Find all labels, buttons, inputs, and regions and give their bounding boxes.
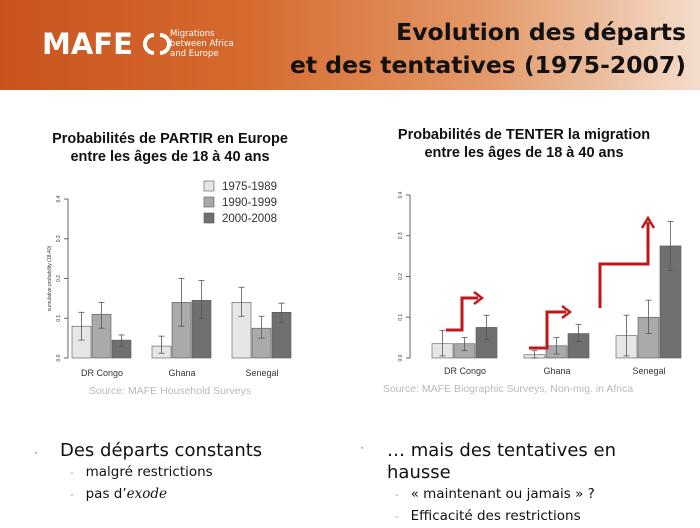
bullet-sub-italic: exode: [126, 486, 168, 502]
trend-arrow: [446, 296, 478, 332]
category-label: DR Congo: [444, 366, 486, 376]
category-label: Senegal: [632, 366, 665, 376]
logo-text: MAFE: [42, 27, 133, 61]
y-tick-label: 0.0: [56, 354, 62, 361]
logo-tagline: Migrations between Africa and Europe: [170, 29, 234, 59]
trend-arrow: [529, 310, 566, 350]
title-line-2: et des tentatives (1975-2007): [289, 51, 686, 79]
dash-glyph: -: [395, 490, 399, 501]
y-tick-label: 0.2: [56, 275, 62, 282]
bullet-sub: - Efficacité des restrictions: [395, 506, 616, 528]
y-tick-label: 0.1: [56, 315, 62, 322]
header-banner: [0, 0, 700, 90]
slide-title: Evolution des départs et des tentatives …: [290, 16, 686, 82]
category-label: Senegal: [245, 368, 278, 378]
bullets-left: Des départs constants - malgré restrictio…: [60, 440, 262, 506]
chart-title-tenter: Probabilités de TENTER la migration entr…: [366, 126, 682, 162]
y-tick-label: 0.3: [56, 235, 62, 242]
trend-arrowhead: [561, 305, 573, 319]
trend-arrowhead: [473, 291, 485, 305]
bullet-dot: ·: [34, 445, 38, 459]
dash-glyph: -: [70, 490, 74, 501]
legend-label: 1975-1989: [222, 181, 277, 193]
category-label: Ghana: [543, 366, 570, 376]
dash-glyph: -: [70, 468, 74, 479]
category-label: Ghana: [168, 368, 195, 378]
bullet-sub-text: malgré restrictions: [85, 464, 213, 480]
chart-title-line: Probabilités de PARTIR en Europe: [52, 131, 288, 147]
legend-swatch: [203, 196, 215, 208]
chart-title-line: Probabilités de TENTER la migration: [397, 127, 651, 143]
category-label: DR Congo: [81, 368, 123, 378]
chart-title-partir: Probabilités de PARTIR en Europe entre l…: [32, 130, 308, 166]
trend-arrow: [598, 222, 650, 308]
y-tick-label: 0.0: [398, 354, 404, 361]
mafe-logo: MAFE: [42, 27, 173, 61]
legend-swatch: [203, 180, 215, 192]
title-line-1: Evolution des départs: [396, 18, 686, 46]
chart-panel-partir: Probabilités de PARTIR en Europe entre l…: [32, 126, 308, 402]
chart-panel-tenter: Probabilités de TENTER la migration entr…: [366, 122, 682, 402]
bullet-sub-text: pas d’: [85, 486, 127, 502]
logo-brackets-icon: [142, 33, 171, 55]
tagline-line: between Africa: [170, 39, 234, 49]
y-axis-label: cumulative probability (18-40): [47, 245, 53, 311]
bullet-main-right: … mais des tentatives en: [387, 440, 616, 461]
bullets-right: … mais des tentatives en hausse - « maint…: [387, 440, 616, 528]
chart-title-line: entre les âges de 18 à 40 ans: [424, 145, 624, 161]
y-tick-label: 0.4: [398, 191, 404, 198]
bullet-sub-text: « maintenant ou jamais » ?: [410, 486, 595, 502]
source-note: Source: MAFE Household Surveys: [89, 385, 251, 397]
y-tick-label: 0.4: [56, 195, 62, 202]
y-tick-label: 0.3: [398, 232, 404, 239]
bullet-sub: - malgré restrictions: [70, 462, 262, 484]
source-note: Source: MAFE Biographic Surveys, Non-mig…: [383, 383, 634, 395]
y-tick-label: 0.1: [398, 314, 404, 321]
bar-chart-tenter: 0.0 0.1 0.2 0.3 0.4 DR Congo Ghana Senegal Sourc…: [383, 191, 682, 395]
bullet-sub: - « maintenant ou jamais » ?: [395, 484, 616, 506]
legend-swatch: [203, 212, 215, 224]
legend-label: 2000-2008: [222, 213, 277, 225]
y-tick-label: 0.2: [398, 273, 404, 280]
dash-glyph: -: [395, 512, 399, 523]
legend-label: 1990-1999: [222, 197, 277, 209]
bullet-main-left: Des départs constants: [60, 440, 263, 461]
bullet-dot: ·: [360, 440, 364, 454]
trend-arrowhead: [640, 215, 656, 229]
bullet-sub: - pas d’exode: [70, 484, 262, 506]
bullet-main-right-cont: hausse: [387, 462, 451, 483]
tagline-line: Migrations: [170, 29, 215, 39]
tagline-line: and Europe: [170, 49, 219, 59]
bullet-sub-text: Efficacité des restrictions: [410, 508, 581, 524]
chart-title-line: entre les âges de 18 à 40 ans: [70, 149, 270, 165]
bar-chart-partir: 0.0 0.1 0.2 0.3 0.4 cumulative probability (1…: [47, 180, 292, 397]
